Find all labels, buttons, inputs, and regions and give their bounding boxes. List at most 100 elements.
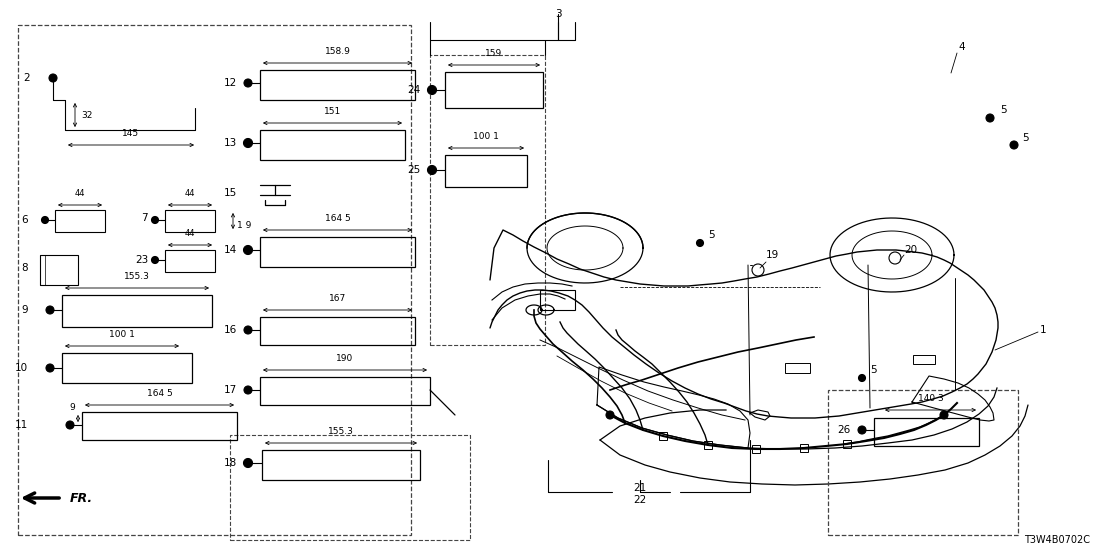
- Bar: [40, 255, 78, 285]
- Text: 16: 16: [224, 325, 237, 335]
- Text: 32: 32: [81, 110, 92, 120]
- Bar: [445, 155, 527, 187]
- Text: 2: 2: [23, 73, 30, 83]
- Text: 155.3: 155.3: [328, 427, 353, 436]
- Bar: [800, 444, 808, 452]
- Bar: [843, 440, 851, 448]
- Circle shape: [244, 386, 252, 394]
- Text: 7: 7: [142, 213, 148, 223]
- Text: 158.9: 158.9: [325, 47, 350, 56]
- Text: 15: 15: [224, 188, 237, 198]
- Bar: [165, 210, 215, 232]
- Circle shape: [986, 114, 994, 122]
- Text: 12: 12: [224, 78, 237, 88]
- Bar: [260, 70, 416, 100]
- Bar: [704, 441, 712, 449]
- Text: 13: 13: [224, 138, 237, 148]
- Text: 14: 14: [224, 245, 237, 255]
- Circle shape: [1010, 141, 1018, 149]
- Text: 5: 5: [708, 230, 715, 240]
- Circle shape: [940, 411, 948, 419]
- Bar: [165, 250, 215, 272]
- Text: 25: 25: [407, 165, 420, 175]
- Text: 44: 44: [185, 229, 195, 238]
- Text: 10: 10: [14, 363, 28, 373]
- Bar: [874, 418, 979, 446]
- Circle shape: [858, 426, 866, 434]
- Bar: [430, 55, 545, 345]
- Bar: [260, 237, 416, 267]
- Circle shape: [47, 306, 54, 314]
- Text: 24: 24: [407, 85, 420, 95]
- Text: 18: 18: [224, 458, 237, 468]
- Bar: [260, 130, 406, 160]
- Text: 11: 11: [14, 420, 28, 430]
- Bar: [18, 25, 411, 535]
- Text: 17: 17: [224, 385, 237, 395]
- Text: 8: 8: [21, 263, 28, 273]
- Circle shape: [859, 375, 865, 382]
- Circle shape: [697, 239, 704, 247]
- Circle shape: [47, 364, 54, 372]
- Text: 19: 19: [766, 250, 779, 260]
- Bar: [82, 412, 237, 440]
- Text: 164 5: 164 5: [325, 214, 350, 223]
- Text: T3W4B0702C: T3W4B0702C: [1024, 535, 1090, 545]
- Text: 140 3: 140 3: [917, 394, 943, 403]
- Circle shape: [41, 217, 49, 223]
- Bar: [540, 290, 575, 310]
- Circle shape: [244, 326, 252, 334]
- Circle shape: [244, 79, 252, 87]
- Text: 44: 44: [185, 189, 195, 198]
- Text: 159: 159: [485, 49, 503, 58]
- Circle shape: [152, 257, 158, 264]
- Text: 5: 5: [870, 365, 876, 375]
- Text: 9: 9: [21, 305, 28, 315]
- Circle shape: [49, 74, 57, 82]
- Text: 1: 1: [1040, 325, 1047, 335]
- Text: 22: 22: [634, 495, 647, 505]
- Circle shape: [606, 411, 614, 419]
- Text: 155.3: 155.3: [124, 272, 150, 281]
- Text: 4: 4: [958, 42, 965, 52]
- Text: 190: 190: [337, 354, 353, 363]
- Bar: [261, 450, 420, 480]
- Bar: [62, 295, 212, 327]
- Text: 23: 23: [135, 255, 148, 265]
- Circle shape: [66, 421, 74, 429]
- Text: 167: 167: [329, 294, 346, 303]
- Bar: [784, 363, 810, 373]
- Circle shape: [428, 166, 437, 175]
- Text: 164 5: 164 5: [146, 389, 173, 398]
- Text: 6: 6: [21, 215, 28, 225]
- Circle shape: [244, 245, 253, 254]
- Text: 3: 3: [555, 9, 562, 19]
- Text: 1 9: 1 9: [237, 220, 252, 229]
- Bar: [260, 317, 416, 345]
- Text: 21: 21: [634, 483, 647, 493]
- Bar: [752, 445, 760, 453]
- Circle shape: [244, 138, 253, 147]
- Bar: [55, 210, 105, 232]
- Text: 9: 9: [69, 403, 75, 413]
- Circle shape: [244, 459, 253, 468]
- Text: 5: 5: [1022, 133, 1028, 143]
- Text: 100 1: 100 1: [109, 330, 135, 339]
- Bar: [445, 72, 543, 108]
- Circle shape: [152, 217, 158, 223]
- Text: 20: 20: [904, 245, 917, 255]
- Bar: [230, 435, 470, 540]
- Bar: [913, 355, 935, 364]
- Circle shape: [428, 85, 437, 95]
- Text: FR.: FR.: [70, 491, 93, 505]
- Text: 5: 5: [1001, 105, 1007, 115]
- Bar: [659, 432, 667, 440]
- Text: 26: 26: [837, 425, 850, 435]
- Text: 44: 44: [74, 189, 85, 198]
- Text: 145: 145: [123, 129, 140, 138]
- Text: 151: 151: [324, 107, 341, 116]
- Bar: [260, 377, 430, 405]
- Bar: [828, 390, 1018, 535]
- Bar: [62, 353, 192, 383]
- Text: 100 1: 100 1: [473, 132, 499, 141]
